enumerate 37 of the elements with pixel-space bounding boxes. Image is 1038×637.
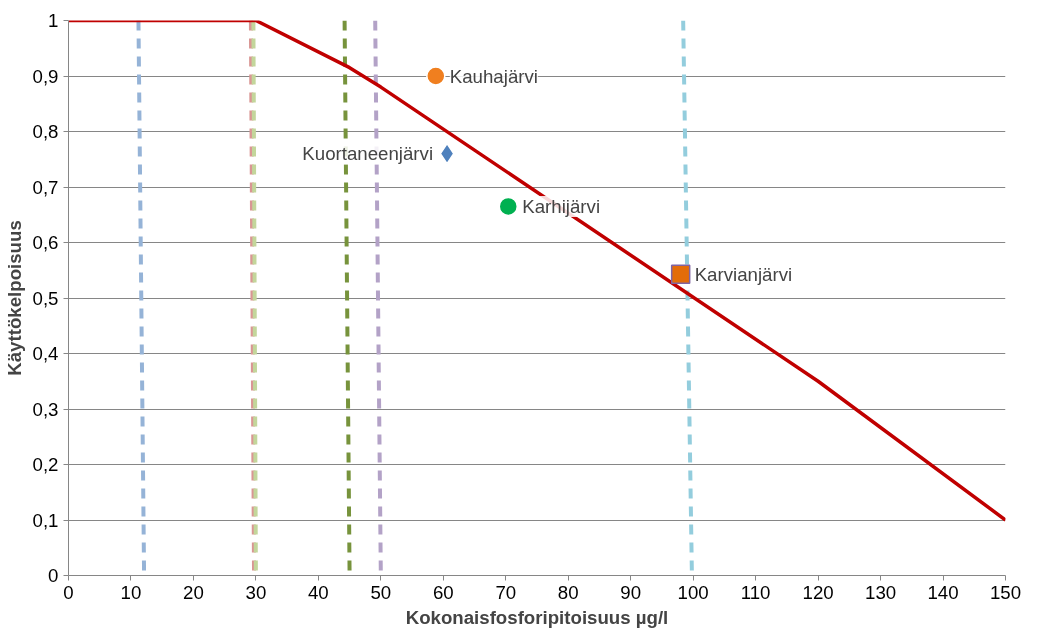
y-tick-label: 1 [48, 10, 59, 31]
series-label: Karvianjärvi [694, 263, 793, 285]
x-tick-label: 10 [120, 581, 142, 603]
point [426, 66, 446, 86]
y-tick-label: 0,4 [32, 343, 59, 364]
y-tick-label: 0,8 [32, 121, 59, 142]
y-tick-label: 0,6 [32, 232, 59, 253]
x-tick-label: 50 [370, 581, 392, 603]
series-label: Karhijärvi [522, 195, 601, 217]
x-tick-label: 0 [63, 581, 74, 603]
x-tick-label: 20 [183, 581, 204, 603]
x-tick-label: 30 [245, 581, 267, 603]
y-tick-label: 0,5 [32, 287, 59, 309]
y-tick-label: 0,7 [32, 176, 59, 198]
x-tick-label: 110 [740, 581, 771, 603]
y-tick-label: 0,3 [32, 398, 59, 420]
x-tick-label: 70 [495, 581, 517, 603]
x-tick-label: 130 [865, 581, 897, 603]
x-tick-label: 40 [307, 581, 329, 603]
point [498, 196, 519, 217]
x-tick-label: 100 [677, 581, 709, 603]
series-label: Kauhajärvi [449, 65, 538, 87]
x-tick-label: 90 [620, 581, 642, 603]
y-tick-label: 0,1 [32, 509, 59, 531]
x-tick-label: 120 [802, 581, 834, 603]
series-label: Kuortaneenjärvi [302, 143, 434, 165]
line-series [68, 20, 1006, 522]
y-tick-label: 0,9 [32, 65, 59, 87]
x-axis-title: Kokonaisfosforipitoisuus µg/l [405, 606, 669, 628]
point [670, 264, 691, 284]
x-tick-label: 60 [432, 581, 454, 603]
x-tick-label: 140 [927, 581, 959, 603]
y-tick-label: 0 [48, 565, 59, 586]
y-tick-label: 0,2 [32, 454, 59, 475]
x-tick-label: 150 [989, 581, 1022, 603]
y-axis-title: Käyttökelpoisuus [3, 220, 25, 376]
x-tick-label: 80 [557, 581, 579, 603]
